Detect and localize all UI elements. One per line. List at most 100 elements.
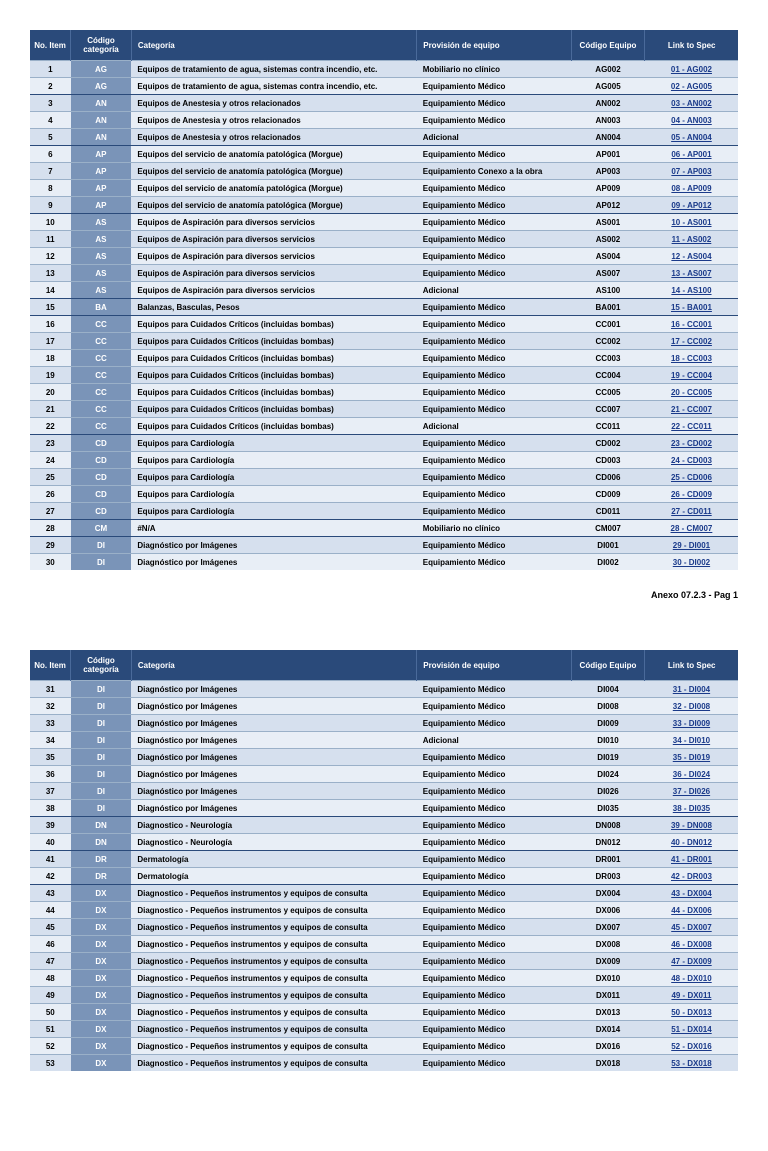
cell-link[interactable]: 11 - AS002 — [645, 231, 738, 248]
spec-link[interactable]: 21 - CC007 — [671, 405, 712, 414]
spec-link[interactable]: 01 - AG002 — [671, 65, 712, 74]
spec-link[interactable]: 36 - DI024 — [673, 770, 710, 779]
spec-link[interactable]: 46 - DX008 — [671, 940, 711, 949]
spec-link[interactable]: 09 - AP012 — [671, 201, 711, 210]
spec-link[interactable]: 45 - DX007 — [671, 923, 711, 932]
cell-link[interactable]: 14 - AS100 — [645, 282, 738, 299]
spec-link[interactable]: 41 - DR001 — [671, 855, 712, 864]
cell-link[interactable]: 50 - DX013 — [645, 1004, 738, 1021]
cell-link[interactable]: 26 - CD009 — [645, 486, 738, 503]
cell-link[interactable]: 27 - CD011 — [645, 503, 738, 520]
cell-link[interactable]: 05 - AN004 — [645, 129, 738, 146]
spec-link[interactable]: 48 - DX010 — [671, 974, 711, 983]
spec-link[interactable]: 44 - DX006 — [671, 906, 711, 915]
cell-link[interactable]: 18 - CC003 — [645, 350, 738, 367]
spec-link[interactable]: 14 - AS100 — [671, 286, 711, 295]
spec-link[interactable]: 34 - DI010 — [673, 736, 710, 745]
spec-link[interactable]: 16 - CC001 — [671, 320, 712, 329]
cell-link[interactable]: 10 - AS001 — [645, 214, 738, 231]
cell-link[interactable]: 08 - AP009 — [645, 180, 738, 197]
cell-link[interactable]: 53 - DX018 — [645, 1055, 738, 1072]
cell-link[interactable]: 07 - AP003 — [645, 163, 738, 180]
spec-link[interactable]: 26 - CD009 — [671, 490, 712, 499]
spec-link[interactable]: 43 - DX004 — [671, 889, 711, 898]
cell-link[interactable]: 44 - DX006 — [645, 902, 738, 919]
cell-link[interactable]: 36 - DI024 — [645, 766, 738, 783]
spec-link[interactable]: 35 - DI019 — [673, 753, 710, 762]
cell-link[interactable]: 38 - DI035 — [645, 800, 738, 817]
cell-link[interactable]: 42 - DR003 — [645, 868, 738, 885]
cell-link[interactable]: 20 - CC005 — [645, 384, 738, 401]
cell-link[interactable]: 04 - AN003 — [645, 112, 738, 129]
cell-link[interactable]: 52 - DX016 — [645, 1038, 738, 1055]
spec-link[interactable]: 28 - CM007 — [671, 524, 713, 533]
cell-link[interactable]: 12 - AS004 — [645, 248, 738, 265]
cell-link[interactable]: 15 - BA001 — [645, 299, 738, 316]
cell-link[interactable]: 35 - DI019 — [645, 749, 738, 766]
spec-link[interactable]: 02 - AG005 — [671, 82, 712, 91]
spec-link[interactable]: 13 - AS007 — [671, 269, 711, 278]
spec-link[interactable]: 42 - DR003 — [671, 872, 712, 881]
spec-link[interactable]: 31 - DI004 — [673, 685, 710, 694]
cell-link[interactable]: 43 - DX004 — [645, 885, 738, 902]
cell-link[interactable]: 01 - AG002 — [645, 61, 738, 78]
spec-link[interactable]: 40 - DN012 — [671, 838, 712, 847]
spec-link[interactable]: 18 - CC003 — [671, 354, 712, 363]
spec-link[interactable]: 12 - AS004 — [671, 252, 711, 261]
cell-link[interactable]: 40 - DN012 — [645, 834, 738, 851]
spec-link[interactable]: 03 - AN002 — [671, 99, 712, 108]
spec-link[interactable]: 50 - DX013 — [671, 1008, 711, 1017]
cell-link[interactable]: 24 - CD003 — [645, 452, 738, 469]
spec-link[interactable]: 32 - DI008 — [673, 702, 710, 711]
cell-link[interactable]: 13 - AS007 — [645, 265, 738, 282]
cell-link[interactable]: 46 - DX008 — [645, 936, 738, 953]
spec-link[interactable]: 06 - AP001 — [671, 150, 711, 159]
spec-link[interactable]: 19 - CC004 — [671, 371, 712, 380]
spec-link[interactable]: 39 - DN008 — [671, 821, 712, 830]
spec-link[interactable]: 27 - CD011 — [671, 507, 711, 516]
spec-link[interactable]: 10 - AS001 — [671, 218, 711, 227]
cell-link[interactable]: 33 - DI009 — [645, 715, 738, 732]
cell-link[interactable]: 45 - DX007 — [645, 919, 738, 936]
cell-link[interactable]: 06 - AP001 — [645, 146, 738, 163]
cell-link[interactable]: 47 - DX009 — [645, 953, 738, 970]
cell-link[interactable]: 41 - DR001 — [645, 851, 738, 868]
cell-link[interactable]: 48 - DX010 — [645, 970, 738, 987]
spec-link[interactable]: 08 - AP009 — [671, 184, 711, 193]
cell-link[interactable]: 09 - AP012 — [645, 197, 738, 214]
cell-link[interactable]: 51 - DX014 — [645, 1021, 738, 1038]
cell-link[interactable]: 31 - DI004 — [645, 681, 738, 698]
spec-link[interactable]: 47 - DX009 — [671, 957, 711, 966]
spec-link[interactable]: 05 - AN004 — [671, 133, 712, 142]
spec-link[interactable]: 23 - CD002 — [671, 439, 712, 448]
spec-link[interactable]: 25 - CD006 — [671, 473, 712, 482]
cell-link[interactable]: 17 - CC002 — [645, 333, 738, 350]
cell-link[interactable]: 02 - AG005 — [645, 78, 738, 95]
spec-link[interactable]: 51 - DX014 — [671, 1025, 711, 1034]
cell-link[interactable]: 34 - DI010 — [645, 732, 738, 749]
cell-link[interactable]: 30 - DI002 — [645, 554, 738, 571]
spec-link[interactable]: 20 - CC005 — [671, 388, 712, 397]
cell-link[interactable]: 37 - DI026 — [645, 783, 738, 800]
spec-link[interactable]: 52 - DX016 — [671, 1042, 711, 1051]
cell-link[interactable]: 03 - AN002 — [645, 95, 738, 112]
cell-link[interactable]: 16 - CC001 — [645, 316, 738, 333]
spec-link[interactable]: 30 - DI002 — [673, 558, 710, 567]
cell-link[interactable]: 49 - DX011 — [645, 987, 738, 1004]
cell-link[interactable]: 21 - CC007 — [645, 401, 738, 418]
spec-link[interactable]: 53 - DX018 — [671, 1059, 711, 1068]
cell-link[interactable]: 23 - CD002 — [645, 435, 738, 452]
cell-link[interactable]: 25 - CD006 — [645, 469, 738, 486]
cell-link[interactable]: 19 - CC004 — [645, 367, 738, 384]
cell-link[interactable]: 32 - DI008 — [645, 698, 738, 715]
spec-link[interactable]: 24 - CD003 — [671, 456, 712, 465]
spec-link[interactable]: 33 - DI009 — [673, 719, 710, 728]
spec-link[interactable]: 22 - CC011 — [671, 422, 711, 431]
spec-link[interactable]: 04 - AN003 — [671, 116, 712, 125]
cell-link[interactable]: 28 - CM007 — [645, 520, 738, 537]
spec-link[interactable]: 29 - DI001 — [673, 541, 710, 550]
spec-link[interactable]: 17 - CC002 — [671, 337, 712, 346]
spec-link[interactable]: 07 - AP003 — [671, 167, 711, 176]
spec-link[interactable]: 11 - AS002 — [672, 235, 712, 244]
cell-link[interactable]: 39 - DN008 — [645, 817, 738, 834]
